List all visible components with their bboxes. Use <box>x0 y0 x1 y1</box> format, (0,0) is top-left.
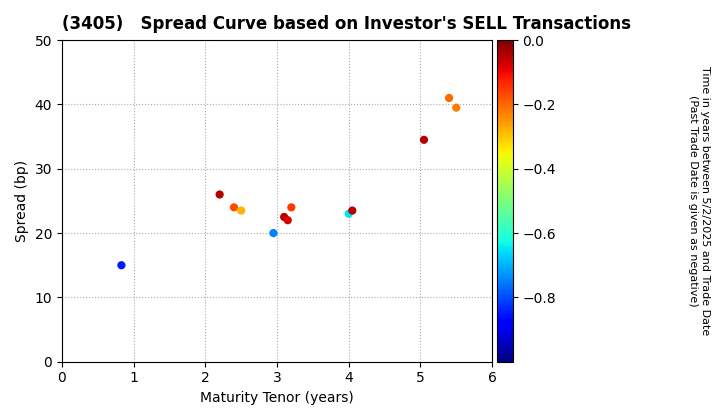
Y-axis label: Spread (bp): Spread (bp) <box>15 160 29 242</box>
Point <box>286 204 297 211</box>
Point <box>418 136 430 143</box>
Point <box>282 217 294 223</box>
Point <box>444 94 455 101</box>
Point <box>346 207 358 214</box>
Point <box>343 210 354 217</box>
Point <box>228 204 240 211</box>
Point <box>451 104 462 111</box>
Point <box>116 262 127 269</box>
Point <box>268 230 279 236</box>
X-axis label: Maturity Tenor (years): Maturity Tenor (years) <box>200 391 354 405</box>
Point <box>214 191 225 198</box>
Y-axis label: Time in years between 5/2/2025 and Trade Date
(Past Trade Date is given as negat: Time in years between 5/2/2025 and Trade… <box>688 66 710 336</box>
Point <box>279 214 290 220</box>
Point <box>235 207 247 214</box>
Text: (3405)   Spread Curve based on Investor's SELL Transactions: (3405) Spread Curve based on Investor's … <box>62 15 631 33</box>
